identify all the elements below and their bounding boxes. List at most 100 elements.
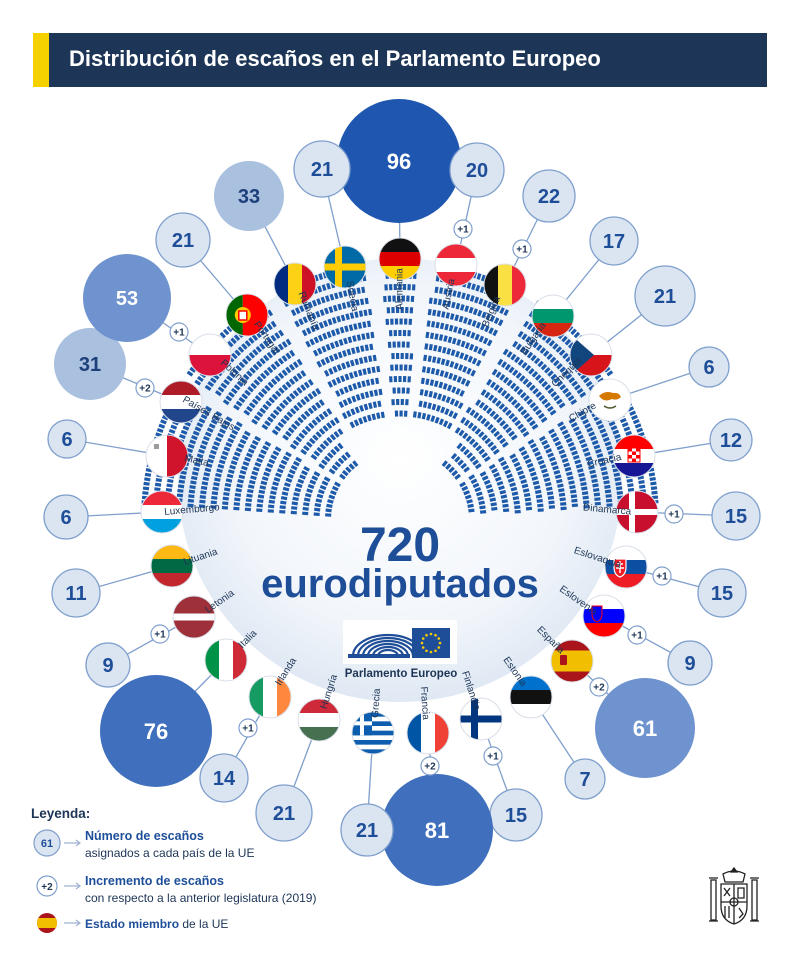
hemicycle-seat [520, 427, 527, 434]
hemicycle-seat [456, 442, 463, 450]
hemicycle-seat [426, 414, 431, 421]
hemicycle-seat [220, 455, 228, 461]
hemicycle-seat [249, 367, 256, 374]
flag-francia-icon [406, 711, 450, 755]
hemicycle-seat [226, 325, 233, 333]
hemicycle-seat [455, 302, 461, 310]
hemicycle-seat [333, 417, 340, 424]
hemicycle-seat [592, 483, 599, 488]
change-value-irlanda: +1 [242, 724, 254, 735]
hemicycle-seat [556, 398, 563, 405]
hemicycle-seat [260, 449, 267, 455]
seat-bubbles: 96 20 22 17 21 6 12 15 15 9 61 7 15 81 21 21 14 76 9 11 6 6 31… [43, 99, 761, 886]
seat-bubble-paises-bajos [54, 328, 126, 400]
change-value-letonia: +1 [154, 630, 166, 641]
hemicycle-seat [454, 427, 461, 434]
flag-dinamarca-icon [615, 490, 659, 534]
hemicycle-seat [300, 384, 307, 391]
hemicycle-seat [559, 497, 566, 502]
hemicycle-seat [463, 448, 470, 456]
hemicycle-seat [448, 466, 455, 474]
hemicycle-seat [233, 451, 241, 457]
legend-arrow-icon [64, 839, 81, 847]
seat-count-eslovaquia: 15 [711, 583, 733, 605]
hemicycle-seat [462, 432, 469, 440]
hemicycle-seat [487, 423, 494, 431]
hemicycle-seat [393, 330, 397, 337]
hemicycle-seat [270, 378, 278, 385]
hemicycle-seat [271, 429, 279, 436]
hemicycle-seat [502, 508, 510, 513]
hemicycle-seat [411, 284, 416, 291]
title-accent [33, 33, 49, 87]
hemicycle-seat [390, 318, 394, 325]
hemicycle-seat [561, 429, 569, 436]
hemicycle-seat [534, 489, 542, 495]
hemicycle-seat [523, 395, 530, 402]
hemicycle-seat [347, 289, 352, 296]
hemicycle-seat [425, 378, 430, 385]
hemicycle-seat [405, 307, 409, 314]
hemicycle-seat [313, 336, 320, 344]
hemicycle-seat [502, 503, 509, 508]
hemicycle-seat [460, 416, 467, 424]
hemicycle-seat [372, 401, 378, 408]
hemicycle-seat [556, 445, 564, 451]
hemicycle-seat [333, 431, 340, 438]
hemicycle-seat [193, 466, 200, 472]
hemicycle-seat [478, 298, 484, 305]
hemicycle-seat [341, 412, 348, 420]
hemicycle-seat [269, 495, 276, 500]
change-badge-polonia [169, 322, 189, 342]
hemicycle-seat [606, 370, 614, 377]
hemicycle-seat [306, 314, 313, 322]
hemicycle-seat [480, 323, 486, 331]
hemicycle-seat [235, 488, 242, 493]
hemicycle-seat [467, 318, 473, 326]
seat-bubble-austria [449, 142, 505, 198]
hemicycle-seat [311, 404, 318, 412]
hemicycle-seat [484, 437, 492, 445]
hemicycle-seat [158, 423, 166, 429]
hemicycle-seat [376, 412, 381, 419]
hemicycle-seat [256, 508, 263, 513]
hemicycle-seat [565, 373, 573, 380]
hemicycle-seat [571, 380, 578, 387]
hemicycle-seat [481, 349, 487, 357]
flag-austria-icon [434, 243, 478, 287]
hemicycle-seat [361, 380, 366, 388]
hemicycle-seat [478, 335, 485, 343]
hemicycle-seat [388, 284, 393, 291]
hemicycle-seat [267, 509, 274, 513]
hemicycle-seat [370, 331, 375, 339]
hemicycle-seat [230, 387, 238, 395]
hemicycle-seat [142, 491, 149, 495]
hemicycle-seat [616, 490, 623, 495]
hemicycle-seat [445, 312, 451, 319]
hemicycle-seat [388, 330, 393, 337]
hemicycle-seat [548, 505, 556, 509]
hemicycle-seat [477, 496, 484, 501]
page-title: Distribución de escaños en el Parlamento… [69, 46, 601, 71]
hemicycle-seat [400, 398, 404, 406]
hemicycle-seat [407, 376, 411, 383]
hemicycle-seat [580, 414, 587, 421]
hemicycle-seat [407, 284, 411, 291]
hemicycle-seat [280, 418, 288, 425]
hemicycle-seat [268, 458, 276, 465]
hemicycle-seat [478, 431, 485, 438]
hemicycle-seat [558, 492, 566, 497]
hemicycle-seat [353, 419, 360, 427]
hemicycle-seat [285, 366, 292, 374]
hemicycle-seat [318, 428, 326, 435]
hemicycle-seat [466, 330, 472, 338]
hemicycle-seat [470, 332, 476, 339]
hemicycle-seat [227, 437, 235, 444]
hemicycle-seat [387, 341, 392, 348]
hemicycle-seat [510, 486, 518, 492]
seat-bubble-eslovaquia [697, 568, 747, 618]
hemicycle-seat [650, 481, 657, 486]
hemicycle-seat [250, 475, 257, 481]
hemicycle-seat [310, 325, 316, 333]
hemicycle-seat [547, 370, 554, 377]
